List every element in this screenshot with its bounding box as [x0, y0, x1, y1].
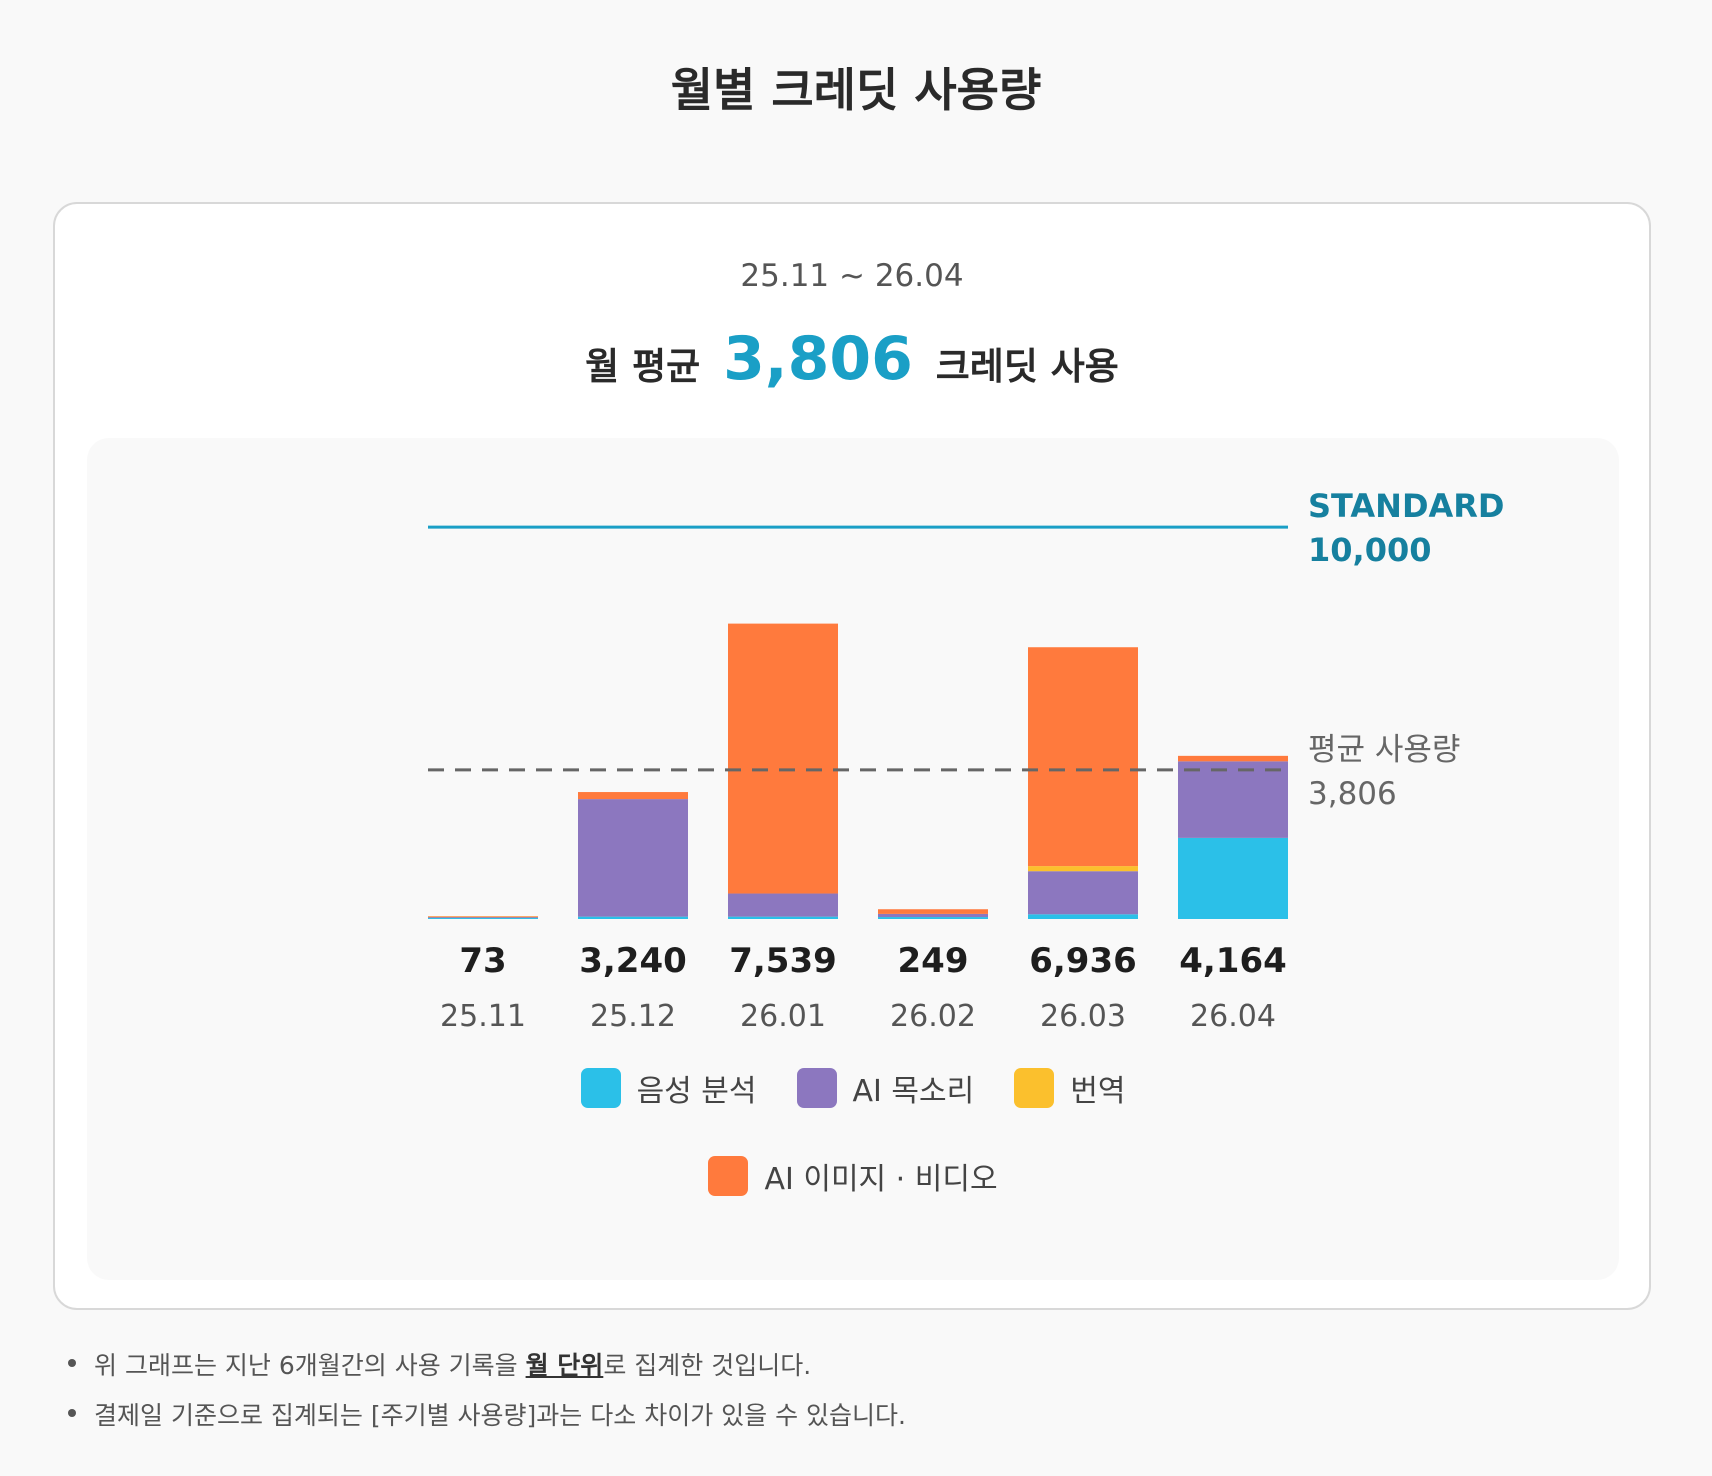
legend-label: 번역 — [1070, 1074, 1126, 1109]
legend-label: AI 이미지 · 비디오 — [764, 1162, 998, 1197]
bar-segment — [1178, 761, 1288, 838]
standard-line-label: STANDARD — [1308, 487, 1504, 525]
bar-segment — [878, 909, 988, 914]
bar-segment — [1178, 837, 1288, 919]
bar-segment — [1028, 866, 1138, 872]
bar-segment — [728, 623, 838, 894]
note-emphasis: 월 단위 — [525, 1351, 604, 1380]
bar-segment — [1028, 914, 1138, 919]
standard-line-value: 10,000 — [1308, 531, 1431, 569]
bar-segment — [428, 916, 538, 918]
legend-label: 음성 분석 — [636, 1074, 757, 1109]
bar-segment — [428, 918, 538, 919]
note-text: 결제일 기준으로 집계되는 [주기별 사용량]과는 다소 차이가 있을 수 있습… — [94, 1401, 906, 1430]
bar-segment — [1178, 755, 1288, 762]
legend-item: AI 이미지 · 비디오 — [708, 1154, 998, 1198]
legend-row: 음성 분석 AI 목소리 번역 — [87, 1066, 1619, 1110]
bar-segment — [1028, 647, 1138, 867]
legend-swatch — [580, 1068, 621, 1108]
bar-segment — [578, 799, 688, 917]
legend-swatch — [708, 1156, 749, 1196]
bar-segment — [878, 917, 988, 919]
legend-swatch — [1014, 1068, 1055, 1108]
bar-total-label: 3,240 — [579, 941, 687, 981]
bar-segment — [878, 913, 988, 918]
x-tick-label: 25.11 — [440, 999, 526, 1034]
legend-label: AI 목소리 — [852, 1074, 975, 1109]
bar-total-label: 7,539 — [729, 941, 837, 981]
legend-item: 음성 분석 — [580, 1066, 757, 1110]
bar-segment — [428, 916, 538, 917]
bar-segment — [1028, 871, 1138, 915]
bar-segment — [428, 917, 538, 919]
x-tick-label: 26.03 — [1040, 999, 1126, 1034]
stacked-bar-chart: 73 25.11 3,240 25.12 7,539 26.01 249 26.02 6,936… — [428, 487, 1504, 1034]
monthly-average-summary: 월 평균 3,806 크레딧 사용 — [55, 324, 1649, 394]
summary-suffix: 크레딧 사용 — [935, 345, 1119, 388]
notes-list: 위 그래프는 지난 6개월간의 사용 기록을 월 단위로 집계한 것입니다. 결… — [66, 1346, 906, 1446]
x-tick-label: 26.04 — [1190, 999, 1276, 1034]
bar-segment — [578, 916, 688, 919]
note-item: 위 그래프는 지난 6개월간의 사용 기록을 월 단위로 집계한 것입니다. — [66, 1346, 906, 1382]
bar-total-label: 4,164 — [1179, 941, 1287, 981]
average-line-label: 평균 사용량 — [1308, 732, 1460, 768]
period-range: 25.11 ~ 26.04 — [740, 258, 964, 294]
average-line-value: 3,806 — [1308, 776, 1397, 812]
note-text: 위 그래프는 지난 6개월간의 사용 기록을 — [94, 1351, 526, 1380]
bar-segment — [578, 792, 688, 800]
note-item: 결제일 기준으로 집계되는 [주기별 사용량]과는 다소 차이가 있을 수 있습… — [66, 1396, 906, 1432]
page-title: 월별 크레딧 사용량 — [670, 63, 1042, 117]
summary-average-value: 3,806 — [723, 324, 913, 394]
legend-row: AI 이미지 · 비디오 — [87, 1154, 1619, 1198]
legend-item: AI 목소리 — [796, 1066, 975, 1110]
x-tick-label: 26.01 — [740, 999, 826, 1034]
bar-total-label: 249 — [898, 941, 969, 981]
x-tick-label: 26.02 — [890, 999, 976, 1034]
legend-item: 번역 — [1014, 1066, 1125, 1110]
usage-card: 25.11 ~ 26.04 월 평균 3,806 크레딧 사용 73 25.11 3… — [53, 202, 1651, 1310]
bar-total-label: 73 — [459, 941, 506, 981]
bar-total-label: 6,936 — [1029, 941, 1137, 981]
legend-swatch — [796, 1068, 837, 1108]
chart-panel: 73 25.11 3,240 25.12 7,539 26.01 249 26.02 6,936… — [87, 438, 1619, 1280]
x-tick-label: 25.12 — [590, 999, 676, 1034]
bar-segment — [728, 893, 838, 917]
bar-segment — [728, 916, 838, 919]
summary-prefix: 월 평균 — [585, 345, 701, 388]
note-text: 로 집계한 것입니다. — [603, 1351, 812, 1380]
